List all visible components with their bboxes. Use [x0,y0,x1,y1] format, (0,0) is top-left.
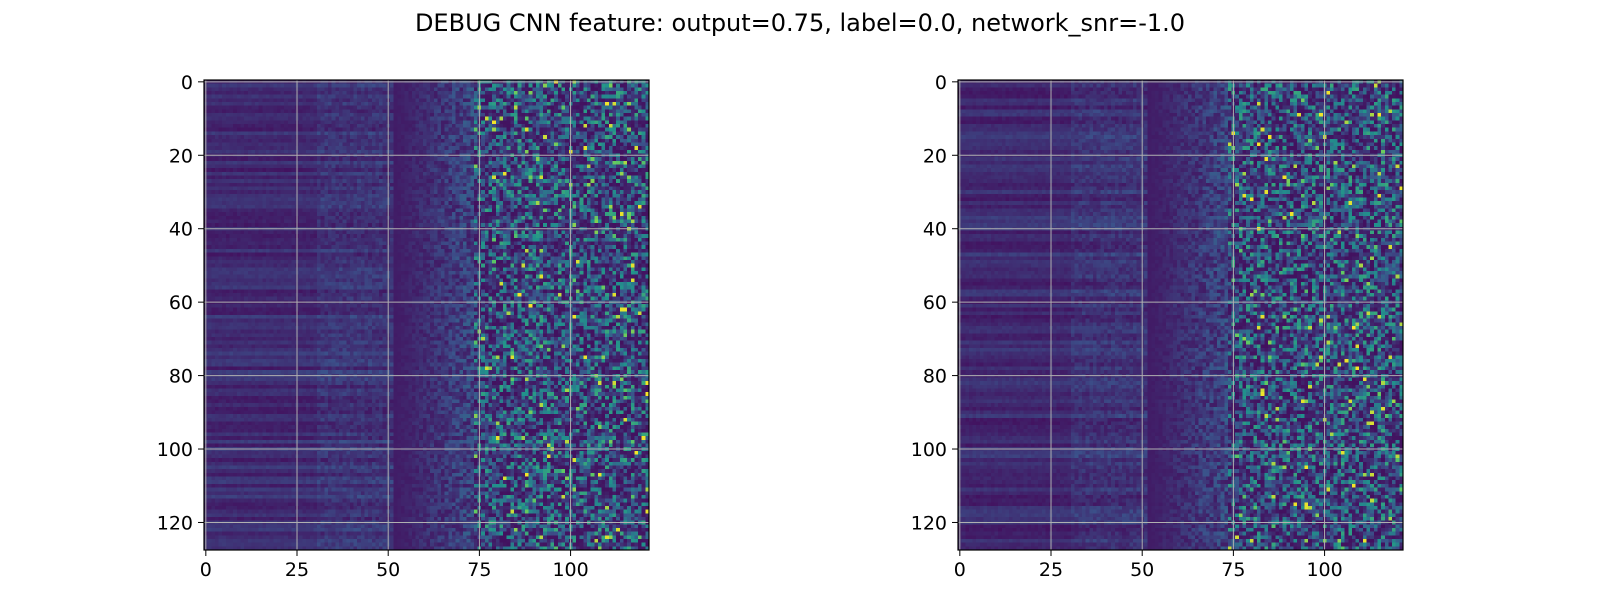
y-tick-label: 0 [181,72,193,94]
x-tick-label: 75 [467,559,491,581]
x-tick-label: 25 [1039,559,1063,581]
x-tick-label: 0 [200,559,212,581]
y-tick-label: 40 [169,219,193,241]
heatmap-panel-right: 0 25 50 75 100 0 20 40 60 80 100 120 [911,72,1404,581]
x-tick-label: 100 [552,559,588,581]
y-tick-label: 20 [923,145,947,167]
y-tick-label: 120 [157,512,193,534]
x-tick-label: 75 [1221,559,1245,581]
heatmap-cells [204,80,649,550]
x-tick-label: 100 [1306,559,1342,581]
x-tick-label: 25 [285,559,309,581]
y-tick-label: 80 [923,366,947,388]
y-tick-label: 80 [169,366,193,388]
x-tick-label: 50 [376,559,400,581]
axes-frame [203,79,650,551]
x-tick-label: 0 [954,559,966,581]
y-tick-label: 60 [169,292,193,314]
y-tick-label: 100 [911,439,947,461]
y-tick-label: 100 [157,439,193,461]
y-tick-label: 20 [169,145,193,167]
heatmap-panel-left: 0 25 50 75 100 0 20 40 60 80 100 120 [157,72,650,581]
axes-frame [957,79,1404,551]
y-tick-label: 60 [923,292,947,314]
figure-title: DEBUG CNN feature: output=0.75, label=0.… [414,9,1186,37]
heatmap-cells [958,80,1403,550]
x-tick-label: 50 [1130,559,1154,581]
y-tick-label: 40 [923,219,947,241]
y-tick-label: 120 [911,512,947,534]
y-tick-label: 0 [935,72,947,94]
